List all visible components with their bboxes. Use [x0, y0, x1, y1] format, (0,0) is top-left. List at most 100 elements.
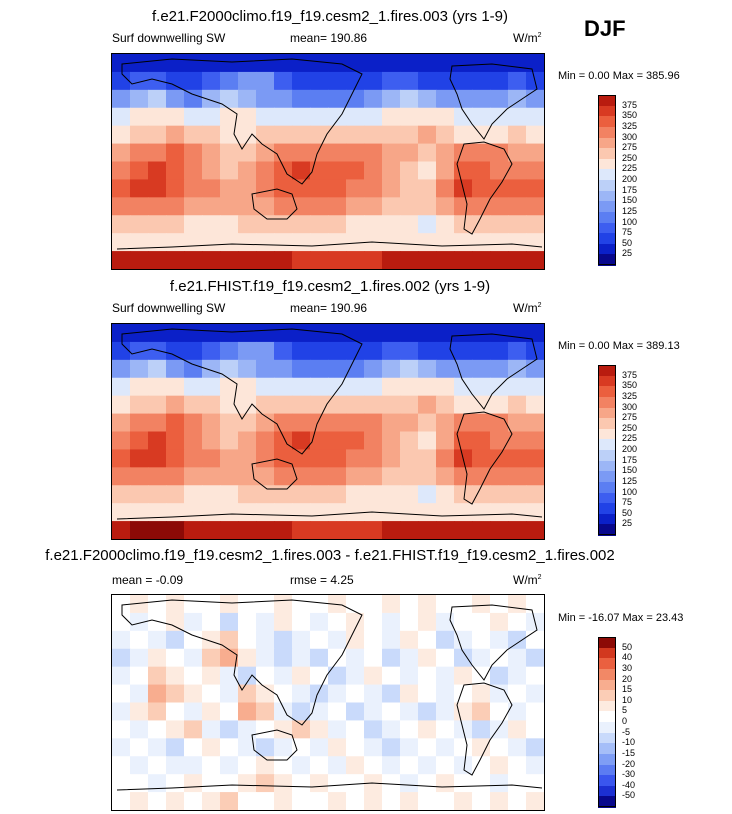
colorbar-box [598, 743, 616, 755]
heatmap-cell [364, 467, 383, 486]
heatmap-cell [292, 413, 311, 433]
heatmap-cell [526, 521, 544, 539]
heatmap-cell [112, 215, 131, 234]
heatmap-cell [436, 161, 455, 181]
heatmap-cell [526, 215, 544, 234]
heatmap-cell [508, 666, 527, 686]
heatmap-cell [310, 630, 329, 650]
heatmap-cell [130, 612, 149, 632]
heatmap-cell [238, 107, 257, 127]
coastline [116, 511, 543, 520]
heatmap-cell [112, 792, 131, 810]
heatmap-cell [472, 684, 491, 704]
heatmap-cell [202, 395, 221, 415]
heatmap-cell [328, 431, 347, 451]
heatmap-cell [112, 449, 131, 468]
heatmap-cell [436, 125, 455, 145]
heatmap-cell [400, 341, 419, 361]
heatmap-cell [436, 251, 455, 269]
heatmap-cell [490, 595, 509, 614]
heatmap-cell [274, 612, 293, 632]
heatmap-cell [220, 431, 239, 451]
heatmap-cell [112, 71, 131, 91]
heatmap-cell [292, 521, 311, 539]
heatmap-cell [508, 630, 527, 650]
heatmap-cell [490, 125, 509, 145]
heatmap-cell [508, 233, 527, 252]
heatmap-cell [256, 774, 275, 793]
heatmap-cell [382, 359, 401, 379]
heatmap-cell [202, 648, 221, 668]
colorbar-tick-label: 30 [622, 662, 633, 673]
heatmap-cell [184, 467, 203, 486]
heatmap-cell [202, 89, 221, 109]
heatmap-cell [310, 324, 329, 343]
colorbar-box [598, 190, 616, 202]
heatmap-cell [382, 89, 401, 109]
heatmap-cell [526, 359, 544, 379]
heatmap-cell [526, 54, 544, 73]
panel-2-minmax: Min = 0.00 Max = 389.13 [558, 340, 680, 352]
heatmap-cell [508, 395, 527, 415]
heatmap-cell [454, 215, 473, 234]
heatmap-cell [274, 431, 293, 451]
heatmap-cell [166, 595, 185, 614]
panel-3-colorbar: 50 40 30 20 15 10 5 0 -5 -10 -15 -20 -30 -40 -50 [598, 637, 635, 808]
colorbar-box [598, 647, 616, 659]
heatmap-cell [220, 197, 239, 216]
heatmap-cell [526, 179, 544, 198]
heatmap-cell [382, 431, 401, 451]
heatmap-cell [166, 431, 185, 451]
heatmap-cell [382, 702, 401, 722]
heatmap-cell [472, 485, 491, 504]
heatmap-cell [166, 756, 185, 775]
heatmap-cell [436, 71, 455, 91]
heatmap-cell [310, 485, 329, 504]
heatmap-cell [220, 341, 239, 361]
heatmap-cell [184, 215, 203, 234]
heatmap-cell [454, 233, 473, 252]
heatmap-cell [382, 413, 401, 433]
heatmap-cell [364, 89, 383, 109]
heatmap-cell [130, 666, 149, 686]
heatmap-cell [526, 467, 544, 486]
heatmap-cell [310, 251, 329, 269]
heatmap-cell [400, 215, 419, 234]
heatmap-cell [130, 161, 149, 181]
heatmap-cell [292, 179, 311, 198]
heatmap-cell [490, 89, 509, 109]
heatmap-cell [238, 666, 257, 686]
heatmap-cell [184, 395, 203, 415]
heatmap-cell [112, 341, 131, 361]
heatmap-cell [526, 503, 544, 522]
heatmap-cell [400, 449, 419, 468]
heatmap-cell [346, 702, 365, 722]
heatmap-cell [310, 467, 329, 486]
heatmap-cell [274, 233, 293, 252]
heatmap-cell [112, 684, 131, 704]
heatmap-cell [220, 630, 239, 650]
colorbar-box [598, 211, 616, 223]
heatmap-cell [454, 125, 473, 145]
heatmap-cell [256, 107, 275, 127]
heatmap-cell [148, 233, 167, 252]
heatmap-cell [346, 666, 365, 686]
heatmap-cell [256, 71, 275, 91]
heatmap-cell [454, 595, 473, 614]
heatmap-cell [148, 413, 167, 433]
heatmap-cell [382, 143, 401, 163]
heatmap-cell [130, 179, 149, 198]
heatmap-cell [508, 54, 527, 73]
heatmap-cell [274, 377, 293, 397]
colorbar-box [598, 690, 616, 702]
heatmap-cell [508, 107, 527, 127]
heatmap-cell [184, 485, 203, 504]
panel-2-colorbar: 375 350 325 300 275 250 225 200 175 150 125 100 75 50… [598, 365, 637, 536]
heatmap-cell [490, 215, 509, 234]
heatmap-cell [184, 71, 203, 91]
heatmap-cell [400, 359, 419, 379]
heatmap-cell [490, 395, 509, 415]
colorbar-box [598, 503, 616, 515]
heatmap-cell [256, 413, 275, 433]
heatmap-cell [328, 161, 347, 181]
